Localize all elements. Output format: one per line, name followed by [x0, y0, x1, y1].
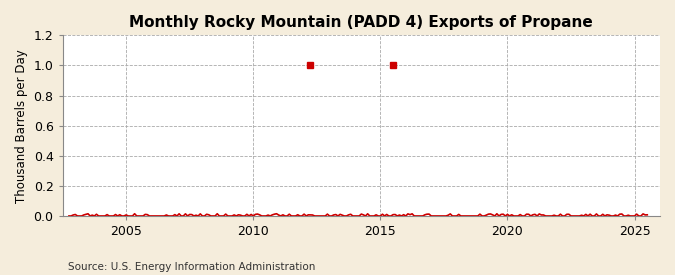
Title: Monthly Rocky Mountain (PADD 4) Exports of Propane: Monthly Rocky Mountain (PADD 4) Exports …: [130, 15, 593, 30]
Text: Source: U.S. Energy Information Administration: Source: U.S. Energy Information Administ…: [68, 262, 315, 272]
Y-axis label: Thousand Barrels per Day: Thousand Barrels per Day: [15, 49, 28, 202]
